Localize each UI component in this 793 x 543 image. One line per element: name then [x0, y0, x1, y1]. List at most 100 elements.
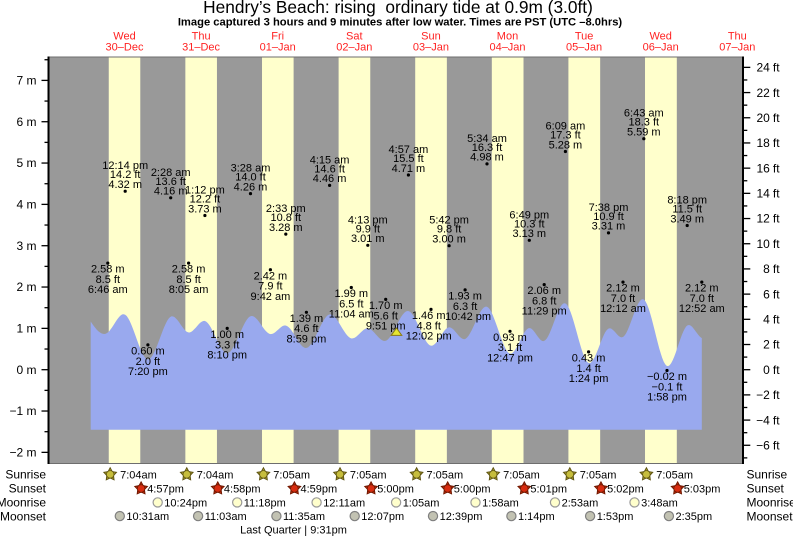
- svg-text:Fri: Fri: [271, 30, 284, 42]
- svg-text:20: 20: [756, 111, 770, 125]
- svg-text:10: 10: [756, 237, 770, 251]
- svg-text:Wed: Wed: [113, 30, 135, 42]
- svg-text:−2: −2: [756, 388, 770, 402]
- svg-text:Moonset: Moonset: [0, 509, 47, 523]
- svg-text:04–Jan: 04–Jan: [489, 42, 525, 54]
- svg-text:Sat: Sat: [346, 30, 363, 42]
- svg-text:ft: ft: [773, 212, 780, 226]
- svg-text:Sunrise: Sunrise: [747, 468, 788, 482]
- svg-text:30–Dec: 30–Dec: [106, 42, 144, 54]
- svg-text:22: 22: [756, 86, 770, 100]
- svg-text:5:00pm: 5:00pm: [454, 484, 491, 496]
- svg-text:6 m: 6 m: [16, 115, 36, 129]
- svg-text:1:05am: 1:05am: [403, 497, 440, 509]
- svg-text:7:04am: 7:04am: [120, 469, 157, 481]
- svg-text:7:20 pm: 7:20 pm: [128, 366, 168, 378]
- svg-text:2: 2: [763, 338, 770, 352]
- svg-text:5.28 m: 5.28 m: [549, 139, 583, 151]
- svg-text:ft: ft: [773, 363, 780, 377]
- svg-text:5.59 m: 5.59 m: [627, 127, 661, 139]
- svg-text:Moonrise: Moonrise: [0, 496, 46, 510]
- svg-text:05–Jan: 05–Jan: [566, 42, 602, 54]
- svg-text:7:04am: 7:04am: [197, 469, 234, 481]
- svg-text:4 m: 4 m: [16, 198, 36, 212]
- svg-text:8: 8: [763, 262, 770, 276]
- svg-text:8:10 pm: 8:10 pm: [207, 350, 247, 362]
- svg-text:6:46 am: 6:46 am: [88, 284, 128, 296]
- svg-text:12:07pm: 12:07pm: [361, 511, 404, 523]
- svg-text:4.32 m: 4.32 m: [108, 179, 142, 191]
- svg-text:3.00 m: 3.00 m: [432, 234, 466, 246]
- svg-text:0 m: 0 m: [16, 363, 36, 377]
- svg-text:3.49 m: 3.49 m: [670, 213, 704, 225]
- svg-text:1:58am: 1:58am: [482, 497, 519, 509]
- svg-text:6: 6: [763, 287, 770, 301]
- svg-text:18: 18: [756, 136, 770, 150]
- svg-text:5:02pm: 5:02pm: [607, 484, 644, 496]
- svg-text:06–Jan: 06–Jan: [643, 42, 679, 54]
- svg-text:12:02 pm: 12:02 pm: [406, 331, 452, 343]
- svg-text:9:51 pm: 9:51 pm: [366, 321, 406, 333]
- svg-text:12:39pm: 12:39pm: [440, 511, 483, 523]
- svg-text:1:14pm: 1:14pm: [518, 511, 555, 523]
- svg-text:7:05am: 7:05am: [273, 469, 310, 481]
- svg-text:ft: ft: [773, 61, 780, 75]
- svg-text:4.26 m: 4.26 m: [234, 181, 268, 193]
- svg-text:Sun: Sun: [421, 30, 441, 42]
- svg-text:11:35am: 11:35am: [283, 511, 325, 523]
- svg-text:3:48am: 3:48am: [641, 497, 678, 509]
- svg-text:01–Jan: 01–Jan: [260, 42, 296, 54]
- svg-text:3.13 m: 3.13 m: [512, 228, 546, 240]
- svg-text:12:47 pm: 12:47 pm: [487, 352, 533, 364]
- svg-text:Sunrise: Sunrise: [5, 468, 46, 482]
- svg-text:10:24pm: 10:24pm: [164, 497, 207, 509]
- svg-text:Thu: Thu: [192, 30, 211, 42]
- svg-text:2 m: 2 m: [16, 280, 36, 294]
- svg-text:1:24 pm: 1:24 pm: [569, 373, 609, 385]
- svg-text:7:05am: 7:05am: [656, 469, 693, 481]
- svg-text:4.98 m: 4.98 m: [470, 152, 504, 164]
- svg-text:3.31 m: 3.31 m: [592, 221, 626, 233]
- svg-text:−2 m: −2 m: [9, 446, 36, 460]
- svg-text:9:42 am: 9:42 am: [251, 291, 291, 303]
- svg-text:12:52 am: 12:52 am: [679, 303, 725, 315]
- svg-text:14: 14: [756, 187, 770, 201]
- svg-text:ft: ft: [773, 187, 780, 201]
- svg-text:7:05am: 7:05am: [580, 469, 617, 481]
- svg-text:ft: ft: [773, 388, 780, 402]
- svg-text:10:42 pm: 10:42 pm: [445, 311, 491, 323]
- svg-text:ft: ft: [773, 86, 780, 100]
- svg-text:ft: ft: [773, 161, 780, 175]
- svg-text:12: 12: [756, 212, 770, 226]
- svg-text:3.73 m: 3.73 m: [188, 203, 222, 215]
- svg-text:11:03am: 11:03am: [205, 511, 247, 523]
- svg-text:7:05am: 7:05am: [503, 469, 540, 481]
- svg-text:4.46 m: 4.46 m: [313, 173, 347, 185]
- svg-text:11:04 am: 11:04 am: [329, 309, 374, 321]
- svg-text:−1 m: −1 m: [9, 404, 36, 418]
- svg-text:3.01 m: 3.01 m: [351, 233, 385, 245]
- svg-text:1:53pm: 1:53pm: [597, 511, 634, 523]
- svg-text:Mon: Mon: [497, 30, 518, 42]
- svg-text:24: 24: [756, 61, 770, 75]
- svg-text:Moonset: Moonset: [747, 509, 793, 523]
- svg-text:11:29 pm: 11:29 pm: [522, 306, 567, 318]
- svg-text:Sunset: Sunset: [9, 482, 47, 496]
- svg-text:1 m: 1 m: [16, 322, 36, 336]
- svg-text:7 m: 7 m: [16, 74, 36, 88]
- svg-text:7:05am: 7:05am: [350, 469, 387, 481]
- svg-text:31–Dec: 31–Dec: [182, 42, 220, 54]
- svg-text:10:31am: 10:31am: [126, 511, 169, 523]
- svg-text:0: 0: [763, 363, 770, 377]
- svg-text:Wed: Wed: [649, 30, 671, 42]
- svg-text:Tue: Tue: [575, 30, 594, 42]
- svg-text:07–Jan: 07–Jan: [719, 42, 755, 54]
- svg-text:4:58pm: 4:58pm: [224, 484, 261, 496]
- svg-text:ft: ft: [773, 313, 780, 327]
- svg-text:2:53am: 2:53am: [562, 497, 599, 509]
- svg-text:ft: ft: [773, 136, 780, 150]
- svg-text:ft: ft: [773, 439, 780, 453]
- svg-text:−4: −4: [756, 413, 770, 427]
- svg-text:Image captured 3 hours and 9 m: Image captured 3 hours and 9 minutes aft…: [178, 16, 623, 28]
- svg-text:02–Jan: 02–Jan: [336, 42, 372, 54]
